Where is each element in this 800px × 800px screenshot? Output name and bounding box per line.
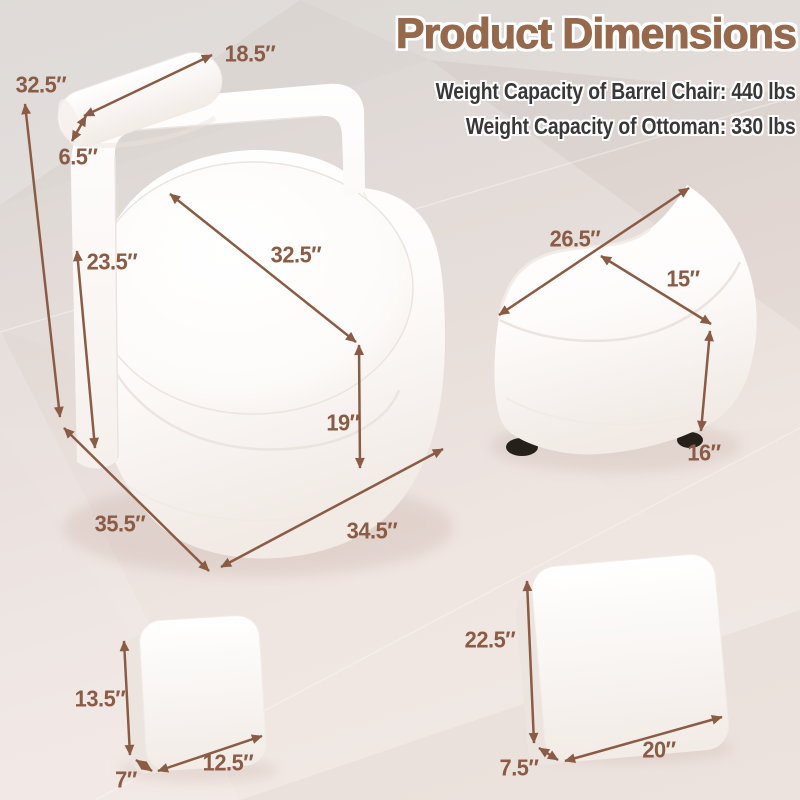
arrow-ottoman-height — [697, 330, 714, 432]
dim-label-small-cushion-width: 12.5″ — [202, 749, 254, 776]
arrow-large-cushion-thickness — [538, 746, 559, 762]
arrow-chair-pillow-thickness — [70, 115, 88, 142]
dim-label-small-cushion-height: 13.5″ — [74, 685, 126, 712]
page-title: Product Dimensions — [395, 10, 797, 58]
arrow-large-cushion-width — [564, 714, 723, 764]
ottoman-top-seam — [499, 261, 742, 343]
dim-label-ottoman-height: 16″ — [687, 439, 721, 466]
dim-label-ottoman-length: 26.5″ — [549, 225, 601, 252]
chair-backrest-inner-seam — [114, 115, 323, 459]
arrow-small-cushion-width — [157, 734, 263, 773]
dim-label-chair-back-height: 23.5″ — [86, 248, 138, 275]
dim-label-chair-depth: 35.5″ — [94, 510, 146, 537]
ottoman-foot-right — [677, 432, 703, 448]
arrow-large-cushion-height — [522, 580, 539, 744]
large-cushion-front-face — [531, 553, 729, 763]
dim-label-large-cushion-width: 20″ — [642, 736, 676, 763]
dim-label-chair-seat-diameter: 32.5″ — [270, 241, 322, 268]
arrow-ottoman-seat-depth — [600, 254, 712, 326]
arrow-chair-seat-diameter — [169, 193, 357, 343]
dim-label-ottoman-seat-depth: 15″ — [666, 265, 700, 292]
arrow-chair-depth — [63, 427, 210, 572]
chair-seat-cushion — [92, 161, 414, 415]
dimension-arrows — [21, 53, 723, 773]
dim-label-chair-pillow-thickness: 6.5″ — [58, 143, 98, 170]
chair-weight-capacity-text: Weight Capacity of Barrel Chair: 440 lbs — [435, 78, 796, 104]
dim-label-chair-seat-height: 19″ — [326, 409, 360, 436]
ottoman-front-seam — [505, 397, 701, 426]
arrow-chair-width — [220, 447, 444, 569]
dim-label-chair-pillow-length: 18.5″ — [224, 40, 276, 67]
dim-label-chair-width: 34.5″ — [346, 517, 398, 544]
arrow-chair-pillow-length — [83, 53, 213, 118]
arrow-ottoman-length — [498, 186, 690, 317]
ottoman-weight-capacity-text: Weight Capacity of Ottoman: 330 lbs — [466, 113, 796, 139]
small-cushion-front-face — [139, 615, 267, 771]
arrow-small-cushion-thickness — [135, 758, 153, 773]
dim-label-small-cushion-thickness: 7″ — [115, 766, 137, 793]
arrow-chair-seat-height — [354, 344, 365, 469]
arrow-small-cushion-height — [119, 640, 135, 756]
arrow-chair-back-height — [73, 250, 99, 449]
dim-label-chair-overall-height: 32.5″ — [15, 71, 67, 98]
arrow-chair-overall-height — [21, 103, 64, 418]
dim-label-large-cushion-height: 22.5″ — [464, 626, 516, 653]
dim-label-large-cushion-thickness: 7.5″ — [499, 754, 539, 781]
large-cushion-illustration — [515, 553, 734, 765]
